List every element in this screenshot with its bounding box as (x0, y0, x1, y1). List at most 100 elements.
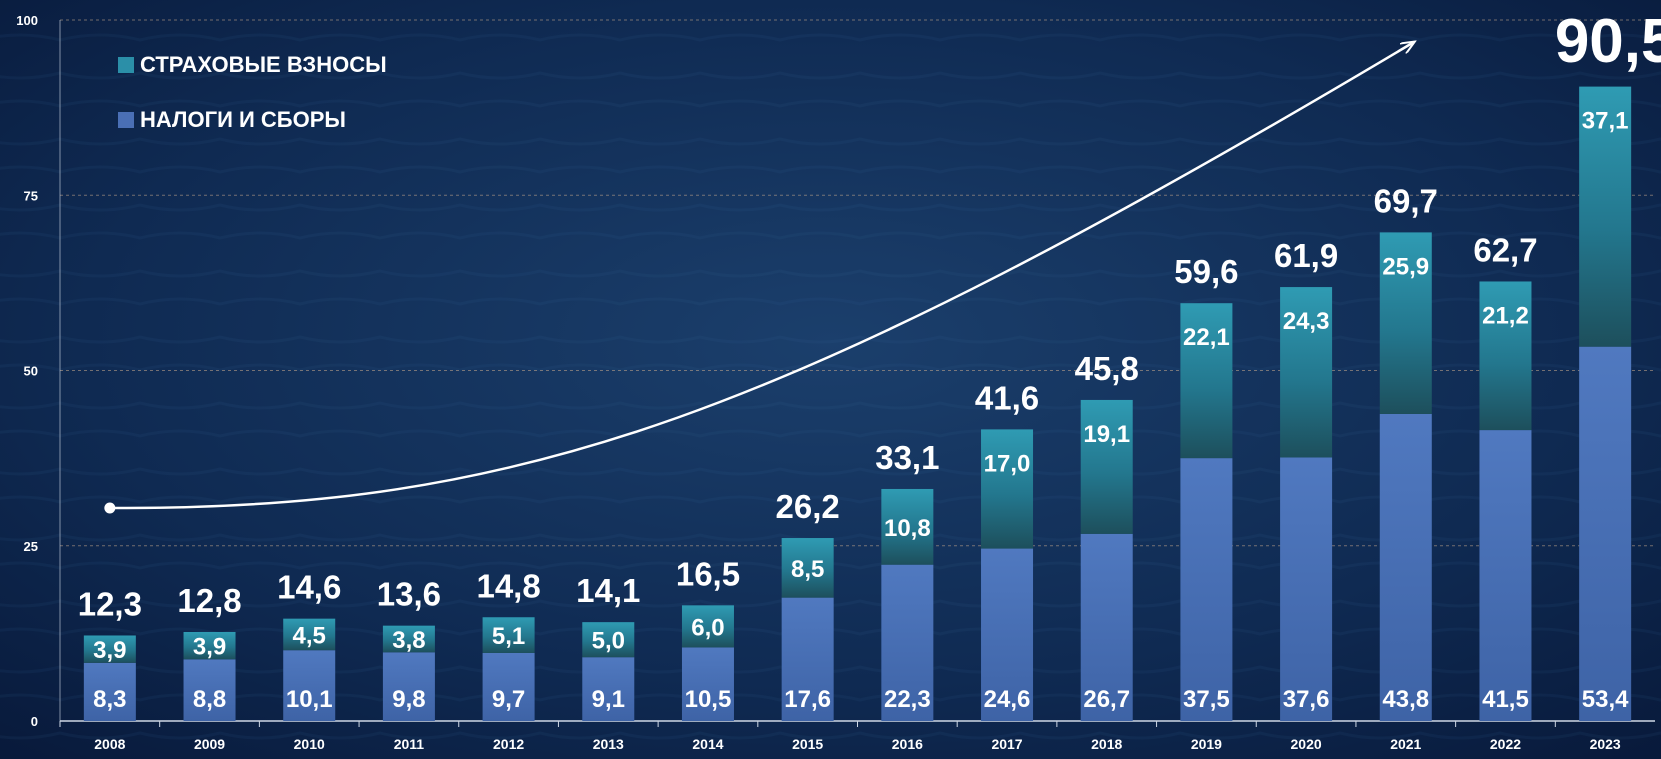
x-tick-label: 2011 (394, 736, 425, 752)
data-label-contributions: 24,3 (1283, 308, 1330, 335)
data-label-total: 14,1 (576, 572, 640, 609)
trend-arrow-start-dot (104, 502, 116, 514)
y-tick-label: 25 (24, 539, 38, 554)
bar-contributions-2018 (1080, 399, 1133, 534)
data-label-total: 13,6 (377, 576, 441, 613)
data-label-total: 14,8 (476, 567, 540, 604)
data-label-total: 12,8 (177, 582, 241, 619)
data-label-taxes: 10,1 (286, 686, 333, 713)
y-tick-label: 0 (31, 714, 38, 729)
data-label-total: 14,6 (277, 569, 341, 606)
x-tick-label: 2023 (1590, 736, 1621, 752)
data-label-total: 90,5 (1555, 7, 1661, 76)
data-label-taxes: 41,5 (1482, 686, 1529, 713)
bar-contributions-2023 (1579, 86, 1632, 347)
data-label-total: 59,6 (1174, 253, 1238, 290)
data-label-total: 33,1 (875, 439, 939, 476)
bar-taxes-2015 (781, 597, 834, 721)
bar-taxes-2011 (382, 652, 435, 721)
bar-taxes-2010 (283, 650, 336, 721)
data-label-contributions: 19,1 (1083, 421, 1130, 448)
x-tick-label: 2016 (892, 736, 923, 752)
x-tick-label: 2017 (991, 736, 1022, 752)
data-label-taxes: 22,3 (884, 686, 931, 713)
data-label-taxes: 24,6 (984, 686, 1031, 713)
bar-contributions-2017 (981, 429, 1034, 549)
x-tick-label: 2013 (593, 736, 624, 752)
data-label-total: 41,6 (975, 379, 1039, 416)
data-label-taxes: 53,4 (1582, 686, 1629, 713)
bar-contributions-2010 (283, 618, 336, 651)
bar-taxes-2020 (1280, 457, 1333, 721)
bar-taxes-2012 (482, 653, 535, 721)
data-label-total: 69,7 (1374, 182, 1438, 219)
data-label-contributions: 3,8 (392, 627, 425, 654)
bar-taxes-2016 (881, 564, 934, 721)
bar-taxes-2023 (1579, 346, 1632, 721)
x-tick-label: 2012 (493, 736, 524, 752)
legend-label: НАЛОГИ И СБОРЫ (140, 107, 346, 132)
trend-arrow (109, 42, 1414, 510)
bar-contributions-2021 (1379, 232, 1432, 414)
y-tick-label: 100 (16, 13, 38, 28)
bar-contributions-2011 (382, 625, 435, 653)
data-label-contributions: 3,9 (193, 634, 226, 661)
x-tick-label: 2015 (792, 736, 823, 752)
data-label-taxes: 8,8 (193, 686, 226, 713)
x-tick-label: 2018 (1091, 736, 1122, 752)
data-label-total: 16,5 (676, 555, 740, 592)
data-label-contributions: 10,8 (884, 515, 931, 542)
bar-contributions-2012 (482, 617, 535, 654)
bar-taxes-2008 (83, 662, 136, 721)
data-label-total: 62,7 (1473, 231, 1537, 268)
x-tick-label: 2022 (1490, 736, 1521, 752)
x-tick-label: 2010 (294, 736, 325, 752)
data-label-taxes: 9,1 (592, 686, 625, 713)
bar-contributions-2019 (1180, 303, 1233, 459)
bar-taxes-2022 (1479, 430, 1532, 721)
x-tick-label: 2021 (1390, 736, 1421, 752)
data-label-taxes: 9,8 (392, 686, 425, 713)
legend-swatch (118, 112, 134, 128)
bar-contributions-2008 (83, 635, 136, 663)
data-label-total: 61,9 (1274, 237, 1338, 274)
data-label-taxes: 37,6 (1283, 686, 1330, 713)
data-label-contributions: 25,9 (1382, 253, 1429, 280)
data-label-contributions: 37,1 (1582, 108, 1629, 135)
x-tick-label: 2009 (194, 736, 225, 752)
data-label-total: 12,3 (78, 585, 142, 622)
x-tick-label: 2020 (1291, 736, 1322, 752)
data-label-contributions: 5,1 (492, 623, 525, 650)
x-tick-label: 2019 (1191, 736, 1222, 752)
bar-contributions-2022 (1479, 281, 1532, 431)
data-label-taxes: 8,3 (93, 686, 126, 713)
data-label-contributions: 3,9 (93, 637, 126, 664)
y-tick-label: 75 (24, 188, 38, 203)
bar-contributions-2015 (781, 538, 834, 598)
x-tick-label: 2008 (94, 736, 125, 752)
y-tick-label: 50 (24, 364, 38, 379)
bar-taxes-2018 (1080, 533, 1133, 721)
bar-taxes-2014 (681, 647, 734, 721)
data-label-contributions: 5,0 (592, 628, 625, 655)
data-label-contributions: 17,0 (984, 450, 1031, 477)
bar-taxes-2019 (1180, 458, 1233, 721)
data-label-contributions: 4,5 (293, 622, 326, 649)
data-label-taxes: 10,5 (685, 686, 732, 713)
bar-taxes-2021 (1379, 413, 1432, 721)
bar-contributions-2016 (881, 488, 934, 565)
data-label-taxes: 37,5 (1183, 686, 1230, 713)
data-label-contributions: 6,0 (691, 614, 724, 641)
bar-taxes-2009 (183, 659, 236, 721)
data-label-total: 26,2 (776, 488, 840, 525)
data-label-taxes: 26,7 (1083, 686, 1130, 713)
data-label-contributions: 21,2 (1482, 302, 1529, 329)
legend-label: СТРАХОВЫЕ ВЗНОСЫ (140, 52, 387, 77)
x-tick-label: 2014 (692, 736, 723, 752)
bar-contributions-2009 (183, 631, 236, 660)
data-label-contributions: 8,5 (791, 556, 824, 583)
bar-contributions-2020 (1280, 287, 1333, 458)
bar-contributions-2014 (681, 605, 734, 648)
